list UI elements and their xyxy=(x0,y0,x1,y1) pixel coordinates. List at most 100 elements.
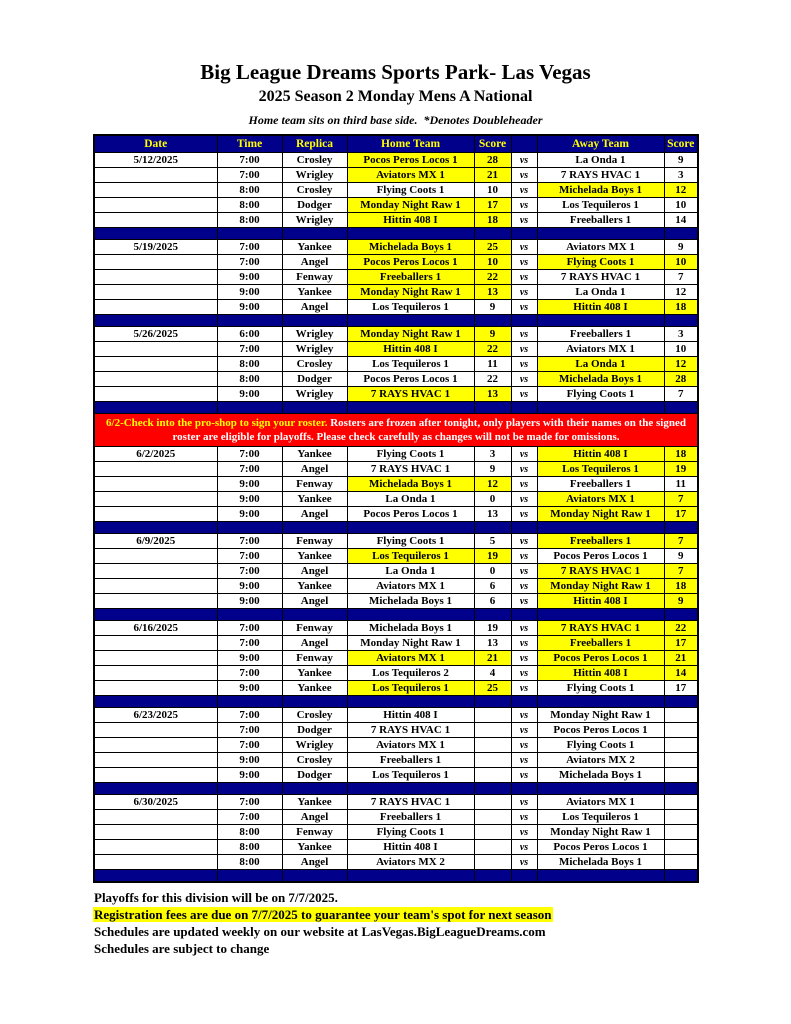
game-row: 6/9/2025 7:00 Fenway Flying Coots 1 5 vs Freeb… xyxy=(93,533,699,549)
game-row: 9:00 Fenway Freeballers 1 22 vs 7 RAYS HVAC 1… xyxy=(93,269,699,285)
away-team-cell: Pocos Peros Locos 1 xyxy=(536,548,665,564)
home-score-cell: 4 xyxy=(473,665,512,681)
column-header-home-team: Home Team xyxy=(346,134,475,153)
replica-cell: Fenway xyxy=(281,650,348,666)
home-score-cell xyxy=(473,854,512,870)
game-row: 9:00 Wrigley 7 RAYS HVAC 1 13 vs Flying Coots… xyxy=(93,386,699,402)
away-team-cell: Aviators MX 1 xyxy=(536,239,665,255)
date-cell: 6/9/2025 xyxy=(93,533,218,549)
date-cell xyxy=(93,212,218,228)
footer-line-playoffs-text: Playoffs for this division will be on 7/… xyxy=(94,890,338,905)
time-cell: 9:00 xyxy=(216,593,283,609)
home-score-cell: 17 xyxy=(473,197,512,213)
away-score-cell: 12 xyxy=(663,356,699,372)
vs-cell: vs xyxy=(510,356,538,372)
home-team-cell: Flying Coots 1 xyxy=(346,824,475,840)
replica-cell: Dodger xyxy=(281,767,348,783)
away-team-cell: 7 RAYS HVAC 1 xyxy=(536,563,665,579)
home-score-cell: 10 xyxy=(473,182,512,198)
home-score-cell: 13 xyxy=(473,506,512,522)
game-row: 9:00 Yankee Monday Night Raw 1 13 vs La Onda … xyxy=(93,284,699,300)
separator-cell xyxy=(536,695,665,708)
footer-line-website-text: Schedules are updated weekly on our webs… xyxy=(94,924,546,939)
game-row: 7:00 Dodger 7 RAYS HVAC 1 vs Pocos Peros Loc… xyxy=(93,722,699,738)
column-header-home-score: Score xyxy=(473,134,512,153)
away-team-cell: Los Tequileros 1 xyxy=(536,809,665,825)
date-cell xyxy=(93,254,218,270)
time-cell: 7:00 xyxy=(216,737,283,753)
replica-cell: Fenway xyxy=(281,269,348,285)
time-cell: 7:00 xyxy=(216,563,283,579)
separator-cell xyxy=(93,521,218,534)
vs-cell: vs xyxy=(510,767,538,783)
footer-line-website: Schedules are updated weekly on our webs… xyxy=(93,924,791,940)
vs-cell: vs xyxy=(510,578,538,594)
away-score-cell: 12 xyxy=(663,284,699,300)
game-row: 6/30/2025 7:00 Yankee 7 RAYS HVAC 1 vs Aviato… xyxy=(93,794,699,810)
vs-cell: vs xyxy=(510,548,538,564)
date-cell xyxy=(93,476,218,492)
vs-cell: vs xyxy=(510,167,538,183)
separator-cell xyxy=(281,695,348,708)
away-team-cell: La Onda 1 xyxy=(536,356,665,372)
separator-row xyxy=(93,521,699,534)
separator-cell xyxy=(93,227,218,240)
away-team-cell: 7 RAYS HVAC 1 xyxy=(536,620,665,636)
away-score-cell: 19 xyxy=(663,461,699,477)
separator-row xyxy=(93,608,699,621)
separator-cell xyxy=(536,608,665,621)
away-score-cell xyxy=(663,722,699,738)
game-row: 8:00 Yankee Hittin 408 I vs Pocos Peros Loco… xyxy=(93,839,699,855)
time-cell: 7:00 xyxy=(216,341,283,357)
home-team-cell: 7 RAYS HVAC 1 xyxy=(346,794,475,810)
away-score-cell: 7 xyxy=(663,386,699,402)
game-row: 8:00 Crosley Flying Coots 1 10 vs Michelada B… xyxy=(93,182,699,198)
time-cell: 7:00 xyxy=(216,254,283,270)
time-cell: 7:00 xyxy=(216,239,283,255)
separator-cell xyxy=(473,401,512,414)
separator-cell xyxy=(510,782,538,795)
date-cell xyxy=(93,356,218,372)
footer-line-subject-to-change-text: Schedules are subject to change xyxy=(94,941,270,956)
separator-row xyxy=(93,401,699,414)
replica-cell: Angel xyxy=(281,461,348,477)
away-score-cell xyxy=(663,752,699,768)
home-team-cell: Flying Coots 1 xyxy=(346,182,475,198)
home-score-cell xyxy=(473,824,512,840)
roster-notice-text: 6/2-Check into the pro-shop to sign your… xyxy=(93,413,699,447)
home-team-cell: Los Tequileros 1 xyxy=(346,356,475,372)
away-score-cell: 18 xyxy=(663,299,699,315)
replica-cell: Dodger xyxy=(281,722,348,738)
away-team-cell: Flying Coots 1 xyxy=(536,254,665,270)
away-score-cell xyxy=(663,737,699,753)
replica-cell: Wrigley xyxy=(281,386,348,402)
replica-cell: Fenway xyxy=(281,533,348,549)
home-score-cell: 13 xyxy=(473,284,512,300)
separator-cell xyxy=(663,782,699,795)
home-team-cell: Michelada Boys 1 xyxy=(346,620,475,636)
home-score-cell: 6 xyxy=(473,593,512,609)
away-team-cell: Monday Night Raw 1 xyxy=(536,506,665,522)
time-cell: 7:00 xyxy=(216,167,283,183)
time-cell: 9:00 xyxy=(216,269,283,285)
date-cell: 5/19/2025 xyxy=(93,239,218,255)
separator-cell xyxy=(473,869,512,883)
separator-cell xyxy=(536,314,665,327)
away-score-cell: 18 xyxy=(663,446,699,462)
separator-cell xyxy=(663,608,699,621)
away-score-cell xyxy=(663,854,699,870)
replica-cell: Yankee xyxy=(281,578,348,594)
time-cell: 7:00 xyxy=(216,152,283,168)
time-cell: 7:00 xyxy=(216,461,283,477)
home-team-cell: Freeballers 1 xyxy=(346,809,475,825)
separator-row xyxy=(93,314,699,327)
away-score-cell: 18 xyxy=(663,578,699,594)
home-team-cell: Los Tequileros 2 xyxy=(346,665,475,681)
date-cell: 5/12/2025 xyxy=(93,152,218,168)
replica-cell: Yankee xyxy=(281,839,348,855)
page-subtitle: 2025 Season 2 Monday Mens A National xyxy=(258,88,533,105)
roster-notice-row: 6/2-Check into the pro-shop to sign your… xyxy=(93,413,699,447)
separator-cell xyxy=(663,695,699,708)
home-score-cell: 28 xyxy=(473,152,512,168)
